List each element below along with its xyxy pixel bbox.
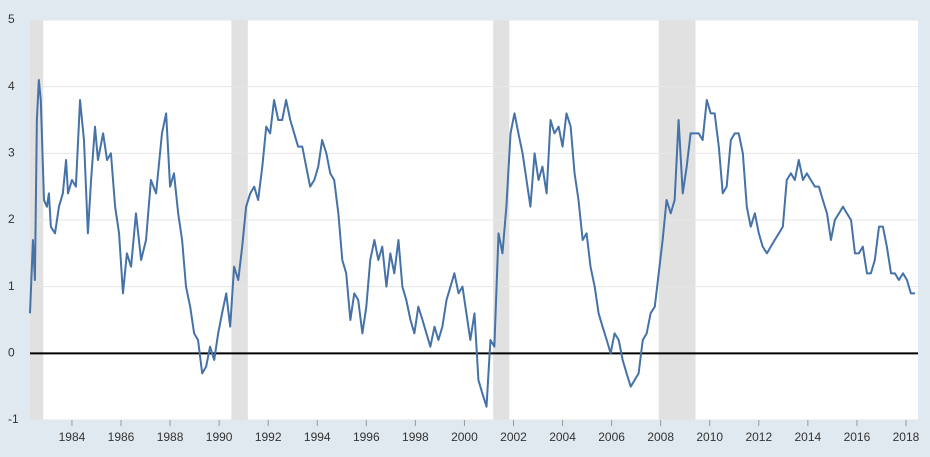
x-tick-label: 2000 — [451, 430, 478, 444]
x-tick-label: 1994 — [304, 430, 331, 444]
y-tick-label: 3 — [8, 146, 15, 160]
x-tick-label: 2012 — [745, 430, 772, 444]
x-tick-label: 2018 — [893, 430, 920, 444]
x-tick-label: 2008 — [647, 430, 674, 444]
y-tick-label: 1 — [8, 279, 15, 293]
x-tick-label: 1992 — [255, 430, 282, 444]
data-line — [29, 79, 916, 408]
x-tick-label: 2004 — [549, 430, 576, 444]
y-tick-label: 2 — [8, 212, 15, 226]
x-tick-label: 1986 — [108, 430, 135, 444]
x-tick-label: 2016 — [844, 430, 871, 444]
x-tick-label: 1984 — [59, 430, 86, 444]
y-tick-label: 5 — [8, 12, 15, 26]
x-tick-label: 2010 — [696, 430, 723, 444]
y-tick-label: 0 — [8, 346, 15, 360]
x-tick-label: 2006 — [598, 430, 625, 444]
x-tick-label: 1998 — [402, 430, 429, 444]
x-tick-label: 1988 — [157, 430, 184, 444]
y-tick-label: 4 — [8, 79, 15, 93]
x-tick-label: 2014 — [795, 430, 822, 444]
y-tick-label: -1 — [8, 412, 19, 426]
x-tick-label: 1990 — [206, 430, 233, 444]
x-tick-label: 2002 — [500, 430, 527, 444]
x-tick-label: 1996 — [353, 430, 380, 444]
